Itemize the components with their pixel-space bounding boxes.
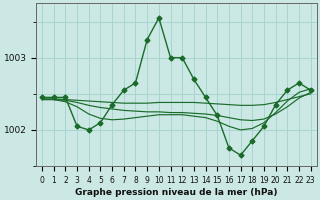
X-axis label: Graphe pression niveau de la mer (hPa): Graphe pression niveau de la mer (hPa) — [75, 188, 278, 197]
